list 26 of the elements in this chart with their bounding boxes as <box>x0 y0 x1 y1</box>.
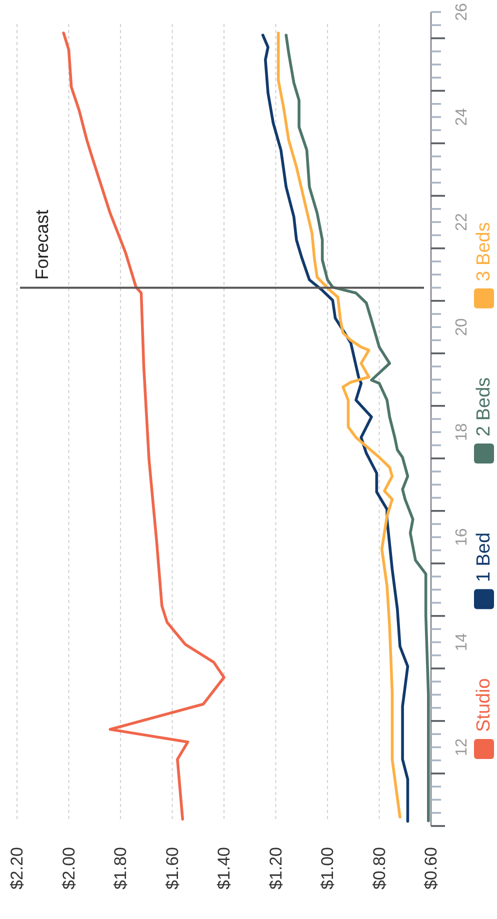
text: 3 Beds <box>474 222 494 282</box>
x-tick-label: $0.60 <box>422 847 440 890</box>
line-series <box>62 32 226 821</box>
text: 1 Bed <box>474 532 494 582</box>
x-tick-label: $2.20 <box>8 847 26 890</box>
y-tick-label: 16 <box>453 528 470 546</box>
line-series <box>276 32 402 818</box>
x-tick-label: $0.80 <box>370 847 389 890</box>
y-tick-label: 12 <box>453 738 470 756</box>
x-tick-label: $1.40 <box>214 847 234 890</box>
x-tick-label: $1.80 <box>111 847 130 890</box>
line-series <box>261 34 410 823</box>
x-tick-label: $1.20 <box>266 847 286 890</box>
y-tick-label: 24 <box>453 108 470 126</box>
ref-line-label: Forecast <box>32 210 52 280</box>
line-series <box>284 34 430 822</box>
x-tick-label: $2.00 <box>59 847 78 890</box>
x-tick-label: $1.00 <box>318 847 337 890</box>
y-tick-label: 18 <box>453 423 470 442</box>
text: 2 Beds <box>474 377 494 436</box>
y-tick-label: 14 <box>453 633 470 652</box>
y-tick-label: 22 <box>453 213 470 231</box>
y-tick-label: 26 <box>453 3 470 21</box>
text: Studio <box>474 678 494 732</box>
y-tick-label: 20 <box>453 318 470 336</box>
x-tick-label: $1.60 <box>162 847 182 890</box>
